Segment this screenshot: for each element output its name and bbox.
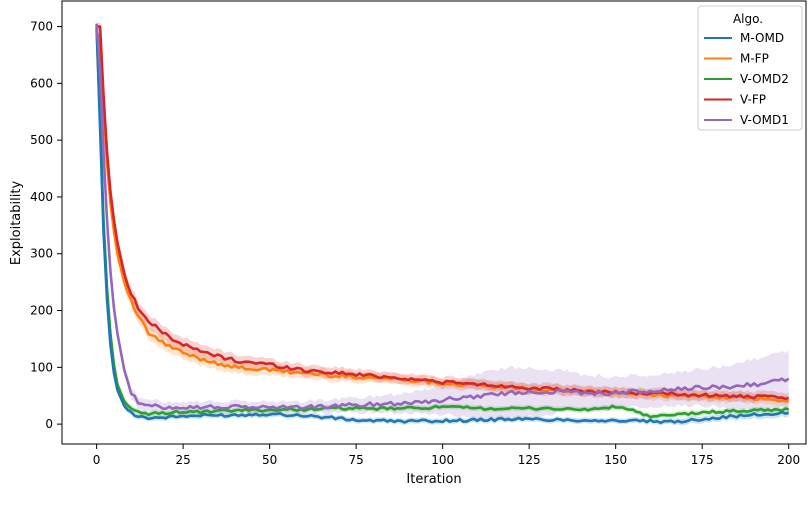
x-axis-label: Iteration — [406, 472, 461, 487]
legend-label: V-OMD1 — [740, 113, 789, 127]
line-v-omd1 — [95, 23, 790, 411]
legend: Algo. M-OMD M-FP V-OMD2 V-FP V-OMD1 — [697, 5, 803, 131]
x-axis-ticks: 0 25 50 75 100 125 150 175 200 — [93, 444, 800, 467]
y-tick-label: 100 — [30, 360, 53, 374]
x-tick-label: 200 — [777, 453, 800, 467]
y-tick-label: 700 — [30, 20, 53, 34]
y-axis-ticks: 0 100 200 300 400 500 600 700 — [30, 20, 62, 431]
legend-title: Algo. — [733, 12, 763, 26]
legend-label: M-OMD — [740, 31, 784, 45]
y-tick-label: 600 — [30, 76, 53, 90]
y-axis-label: Exploitability — [9, 181, 24, 266]
line-m-omd — [95, 26, 789, 425]
line-v-omd2 — [95, 29, 790, 419]
x-tick-label: 25 — [175, 453, 190, 467]
legend-label: M-FP — [740, 52, 769, 66]
y-tick-label: 300 — [30, 247, 53, 261]
x-tick-label: 75 — [348, 453, 363, 467]
line-v-fp — [96, 25, 790, 401]
legend-items: M-OMD M-FP V-OMD2 V-FP V-OMD1 — [704, 31, 789, 127]
legend-label: V-OMD2 — [740, 72, 789, 86]
y-tick-label: 500 — [30, 133, 53, 147]
plot-background — [62, 1, 806, 444]
y-tick-label: 0 — [45, 417, 53, 431]
y-tick-label: 200 — [30, 304, 53, 318]
plot-frame — [61, 0, 807, 445]
y-tick-label: 400 — [30, 190, 53, 204]
band-v-omd1 — [96, 18, 789, 421]
x-tick-label: 50 — [262, 453, 277, 467]
x-tick-label: 100 — [431, 453, 454, 467]
x-tick-label: 150 — [604, 453, 627, 467]
legend-label: V-FP — [740, 93, 766, 107]
x-tick-label: 125 — [518, 453, 541, 467]
x-tick-label: 0 — [93, 453, 101, 467]
series-lines — [95, 23, 790, 425]
confidence-bands — [96, 18, 789, 426]
x-tick-label: 175 — [691, 453, 714, 467]
